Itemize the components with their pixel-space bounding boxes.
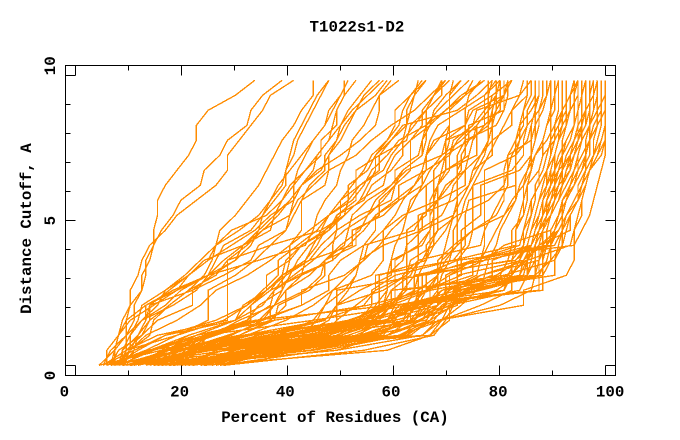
- svg-text:20: 20: [170, 383, 189, 401]
- svg-text:Percent of Residues (CA): Percent of Residues (CA): [221, 409, 449, 427]
- svg-text:60: 60: [382, 383, 401, 401]
- svg-text:80: 80: [489, 383, 508, 401]
- svg-text:5: 5: [42, 216, 60, 225]
- svg-text:10: 10: [42, 56, 60, 75]
- svg-text:40: 40: [276, 383, 295, 401]
- svg-text:100: 100: [596, 383, 624, 401]
- svg-text:Distance Cutoff, A: Distance Cutoff, A: [18, 143, 36, 314]
- svg-text:0: 0: [42, 371, 60, 380]
- svg-text:0: 0: [60, 383, 69, 401]
- svg-text:T1022s1-D2: T1022s1-D2: [310, 18, 405, 36]
